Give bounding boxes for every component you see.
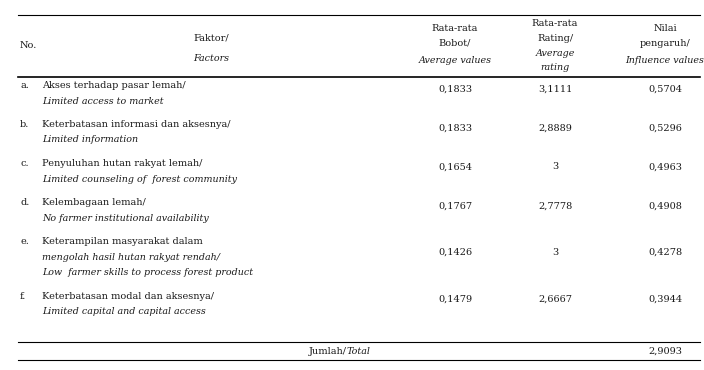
Text: 0,1479: 0,1479 — [438, 295, 472, 304]
Text: Penyuluhan hutan rakyat lemah/: Penyuluhan hutan rakyat lemah/ — [42, 159, 202, 168]
Text: 0,5704: 0,5704 — [648, 84, 682, 93]
Text: a.: a. — [20, 81, 29, 90]
Text: 0,5296: 0,5296 — [648, 123, 682, 132]
Text: Kelembagaan lemah/: Kelembagaan lemah/ — [42, 198, 146, 207]
Text: 2,7778: 2,7778 — [538, 201, 572, 210]
Text: Low  farmer skills to process forest product: Low farmer skills to process forest prod… — [42, 268, 253, 277]
Text: f.: f. — [20, 292, 26, 300]
Text: Akses terhadap pasar lemah/: Akses terhadap pasar lemah/ — [42, 81, 186, 90]
Text: pengaruh/: pengaruh/ — [640, 38, 691, 47]
Text: Nilai: Nilai — [653, 24, 677, 33]
Text: 0,1767: 0,1767 — [438, 201, 472, 210]
Text: No.: No. — [20, 41, 37, 50]
Text: Limited access to market: Limited access to market — [42, 97, 163, 105]
Text: Factors: Factors — [193, 54, 229, 63]
Text: Total: Total — [347, 346, 371, 356]
Text: Rata-rata: Rata-rata — [532, 18, 578, 27]
Text: Influence values: Influence values — [626, 56, 704, 64]
Text: mengolah hasil hutan rakyat rendah/: mengolah hasil hutan rakyat rendah/ — [42, 252, 220, 262]
Text: Limited information: Limited information — [42, 135, 138, 145]
Text: 2,8889: 2,8889 — [538, 123, 572, 132]
Text: 0,1833: 0,1833 — [438, 84, 472, 93]
Text: 0,1833: 0,1833 — [438, 123, 472, 132]
Text: rating: rating — [541, 63, 570, 71]
Text: Keterbatasan modal dan aksesnya/: Keterbatasan modal dan aksesnya/ — [42, 292, 214, 300]
Text: Average: Average — [535, 48, 574, 57]
Text: d.: d. — [20, 198, 30, 207]
Text: 0,4278: 0,4278 — [648, 248, 682, 257]
Text: c.: c. — [20, 159, 29, 168]
Text: No farmer institutional availability: No farmer institutional availability — [42, 213, 209, 222]
Text: Bobot/: Bobot/ — [439, 38, 471, 47]
Text: Limited capital and capital access: Limited capital and capital access — [42, 307, 206, 316]
Text: 3: 3 — [552, 248, 558, 257]
Text: 0,4908: 0,4908 — [648, 201, 682, 210]
Text: 0,1426: 0,1426 — [438, 248, 472, 257]
Text: 3: 3 — [552, 162, 558, 171]
Text: Average values: Average values — [418, 56, 491, 64]
Text: Faktor/: Faktor/ — [193, 34, 229, 43]
Text: 2,6667: 2,6667 — [538, 295, 572, 304]
Text: Keterbatasan informasi dan aksesnya/: Keterbatasan informasi dan aksesnya/ — [42, 120, 230, 129]
Text: b.: b. — [20, 120, 30, 129]
Text: e.: e. — [20, 237, 29, 246]
Text: Rating/: Rating/ — [537, 34, 573, 43]
Text: 0,4963: 0,4963 — [648, 162, 682, 171]
Text: 3,1111: 3,1111 — [538, 84, 572, 93]
Text: 0,3944: 0,3944 — [648, 295, 682, 304]
Text: Rata-rata: Rata-rata — [432, 24, 478, 33]
Text: Limited counseling of  forest community: Limited counseling of forest community — [42, 175, 237, 184]
Text: Jumlah/: Jumlah/ — [309, 346, 347, 356]
Text: 2,9093: 2,9093 — [648, 346, 682, 356]
Text: Keterampilan masyarakat dalam: Keterampilan masyarakat dalam — [42, 237, 203, 246]
Text: 0,1654: 0,1654 — [438, 162, 472, 171]
